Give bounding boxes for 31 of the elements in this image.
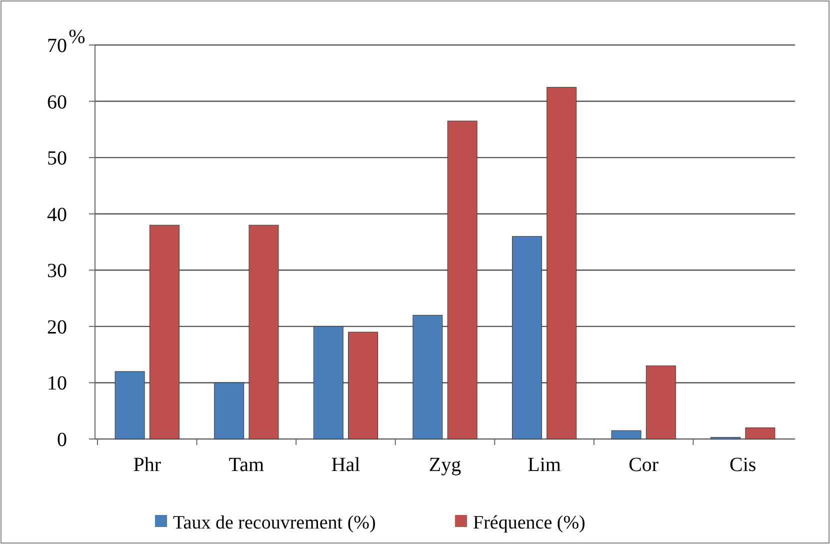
bar: [412, 314, 443, 440]
bar: [114, 371, 145, 440]
y-tick-label: 70: [47, 35, 67, 57]
bar: [512, 236, 542, 440]
bar: [447, 120, 478, 440]
y-tick-label: 0: [57, 429, 67, 451]
x-tick-label: Zyg: [428, 454, 462, 476]
x-tick-label: Cor: [628, 454, 659, 476]
bar: [745, 427, 776, 440]
y-axis-title: %: [68, 26, 86, 48]
bar: [248, 224, 279, 440]
y-tick-label: 60: [47, 91, 67, 114]
y-tick-label: 30: [47, 260, 67, 282]
bar: [611, 430, 642, 440]
bar: [348, 332, 378, 440]
bar: [546, 86, 577, 440]
x-tick-label: Tam: [228, 454, 264, 476]
bar: [149, 224, 180, 440]
y-tick-label: 20: [47, 316, 67, 338]
y-tick-label: 50: [47, 148, 67, 170]
bar: [313, 326, 344, 440]
y-tick-label: 10: [47, 372, 67, 395]
bar: [214, 382, 244, 440]
legend-label: Fréquence (%): [473, 512, 586, 534]
x-tick-label: Lim: [528, 454, 562, 476]
x-tick-label: Hal: [331, 454, 361, 476]
x-tick-label: Phr: [133, 454, 162, 476]
legend-label: Taux de recouvrement (%): [173, 512, 376, 534]
bar: [646, 366, 676, 440]
y-tick-label: 40: [47, 204, 67, 226]
x-tick-label: Cis: [730, 454, 756, 476]
